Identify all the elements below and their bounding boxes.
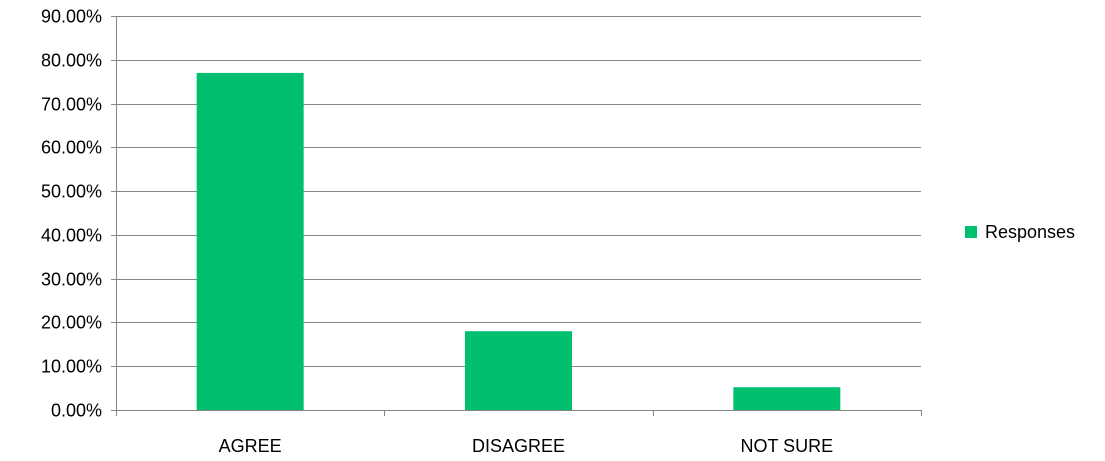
y-tick-label: 90.00% — [41, 7, 102, 27]
bar-disagree — [465, 331, 572, 410]
legend-label-responses: Responses — [985, 222, 1075, 242]
y-tick-label: 20.00% — [41, 313, 102, 333]
y-axis-tick-labels: 0.00% 10.00% 20.00% 30.00% 40.00% 50.00% 60.00… — [41, 7, 102, 421]
bars — [196, 72, 841, 411]
x-axis-tick-labels: AGREE DISAGREE NOT SURE — [219, 436, 834, 456]
bar-not-sure — [733, 387, 841, 410]
y-tick-label: 30.00% — [41, 270, 102, 290]
y-tick-label: 40.00% — [41, 226, 102, 246]
legend: Responses — [965, 222, 1075, 242]
legend-swatch-responses — [965, 226, 977, 238]
axes — [111, 16, 922, 416]
bar-agree — [196, 72, 304, 411]
y-tick-label: 70.00% — [41, 95, 102, 115]
y-tick-label: 80.00% — [41, 51, 102, 71]
x-tick-label: DISAGREE — [472, 436, 565, 456]
x-tick-label: NOT SURE — [740, 436, 833, 456]
y-tick-label: 60.00% — [41, 138, 102, 158]
y-tick-label: 10.00% — [41, 357, 102, 377]
y-tick-label: 50.00% — [41, 182, 102, 202]
x-tick-label: AGREE — [219, 436, 282, 456]
y-tick-label: 0.00% — [51, 401, 102, 421]
